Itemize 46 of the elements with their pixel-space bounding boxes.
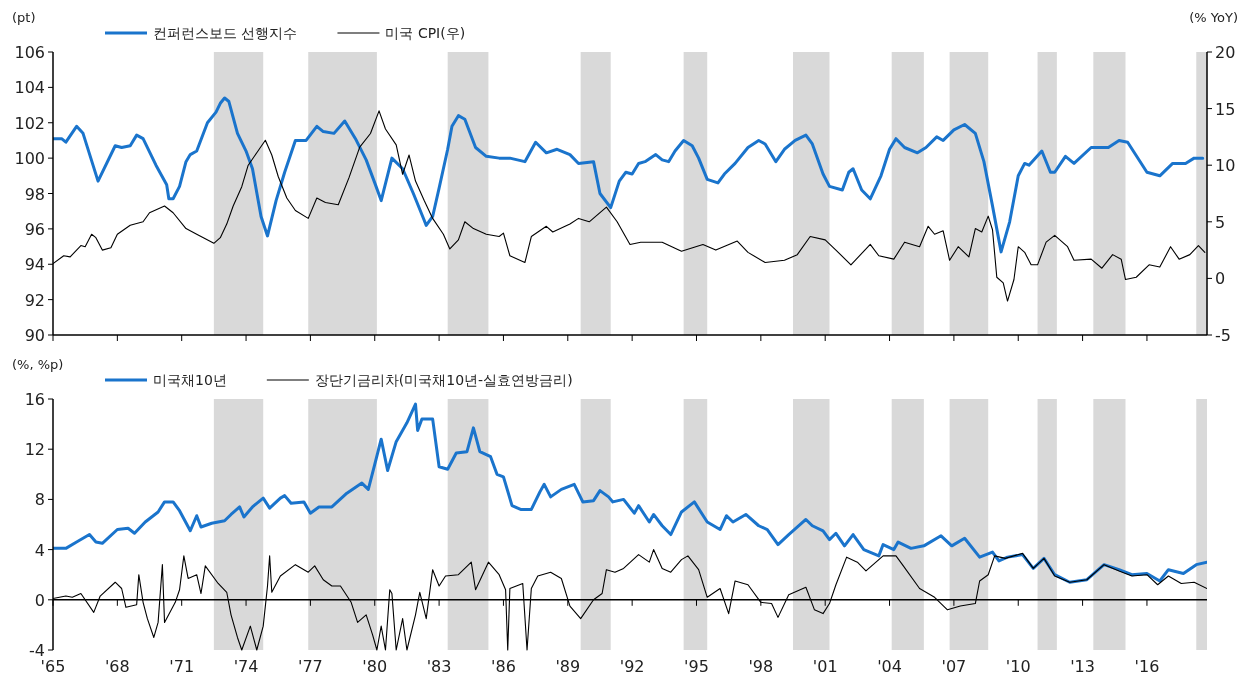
x-tick-label: '98 (748, 657, 774, 676)
y-tick-label: 8 (34, 490, 45, 510)
legend-label: 장단기금리차(미국채10년-실효연방금리) (314, 372, 573, 388)
y2-tick-label: 10 (1215, 156, 1236, 176)
y-tick-label: 98 (24, 184, 45, 204)
y-axis-title: (%, %p) (12, 357, 64, 372)
y-tick-label: 12 (24, 440, 45, 460)
y-tick-label: -4 (29, 641, 45, 660)
y-tick-label: 90 (24, 326, 45, 345)
x-tick-label: '74 (233, 657, 259, 676)
y2-tick-label: 0 (1215, 269, 1226, 289)
y-tick-label: 92 (24, 290, 45, 310)
x-tick-label: '71 (169, 657, 195, 676)
legend-label: 미국채10년 (153, 372, 227, 388)
y2-tick-label: -5 (1215, 326, 1231, 345)
y-tick-label: 4 (34, 540, 45, 560)
y2-tick-label: 20 (1215, 43, 1236, 62)
y-tick-label: 102 (14, 113, 45, 133)
x-tick-label: '10 (1005, 657, 1031, 676)
x-tick-label: '16 (1134, 657, 1160, 676)
y-tick-label: 94 (24, 255, 45, 275)
x-tick-label: '04 (877, 657, 902, 676)
x-tick-label: '83 (426, 657, 452, 676)
y-tick-label: 100 (14, 149, 45, 169)
x-tick-label: '13 (1070, 657, 1095, 676)
x-tick-label: '92 (619, 657, 645, 676)
x-tick-label: '80 (362, 657, 388, 676)
legend-label: 컨퍼런스보드 선행지수 (153, 25, 298, 41)
x-tick-label: '68 (104, 657, 130, 676)
y-tick-label: 104 (14, 78, 45, 98)
y2-tick-label: 15 (1215, 99, 1236, 119)
y2-tick-label: 5 (1215, 212, 1226, 232)
x-tick-label: '77 (298, 657, 323, 676)
x-tick-label: '07 (941, 657, 967, 676)
y-tick-label: 106 (14, 43, 45, 62)
y2-axis-title: (% YoY) (1189, 10, 1238, 25)
x-tick-label: '86 (491, 657, 516, 676)
x-tick-label: '89 (555, 657, 581, 676)
legend-label: 미국 CPI(우) (385, 25, 466, 41)
y-axis-title: (pt) (12, 10, 36, 25)
x-tick-label: '65 (40, 657, 66, 676)
x-tick-label: '01 (812, 657, 838, 676)
y-tick-label: 96 (24, 219, 45, 239)
x-tick-label: '95 (684, 657, 709, 676)
y-tick-label: 0 (34, 590, 45, 610)
y-tick-label: 16 (24, 390, 45, 409)
